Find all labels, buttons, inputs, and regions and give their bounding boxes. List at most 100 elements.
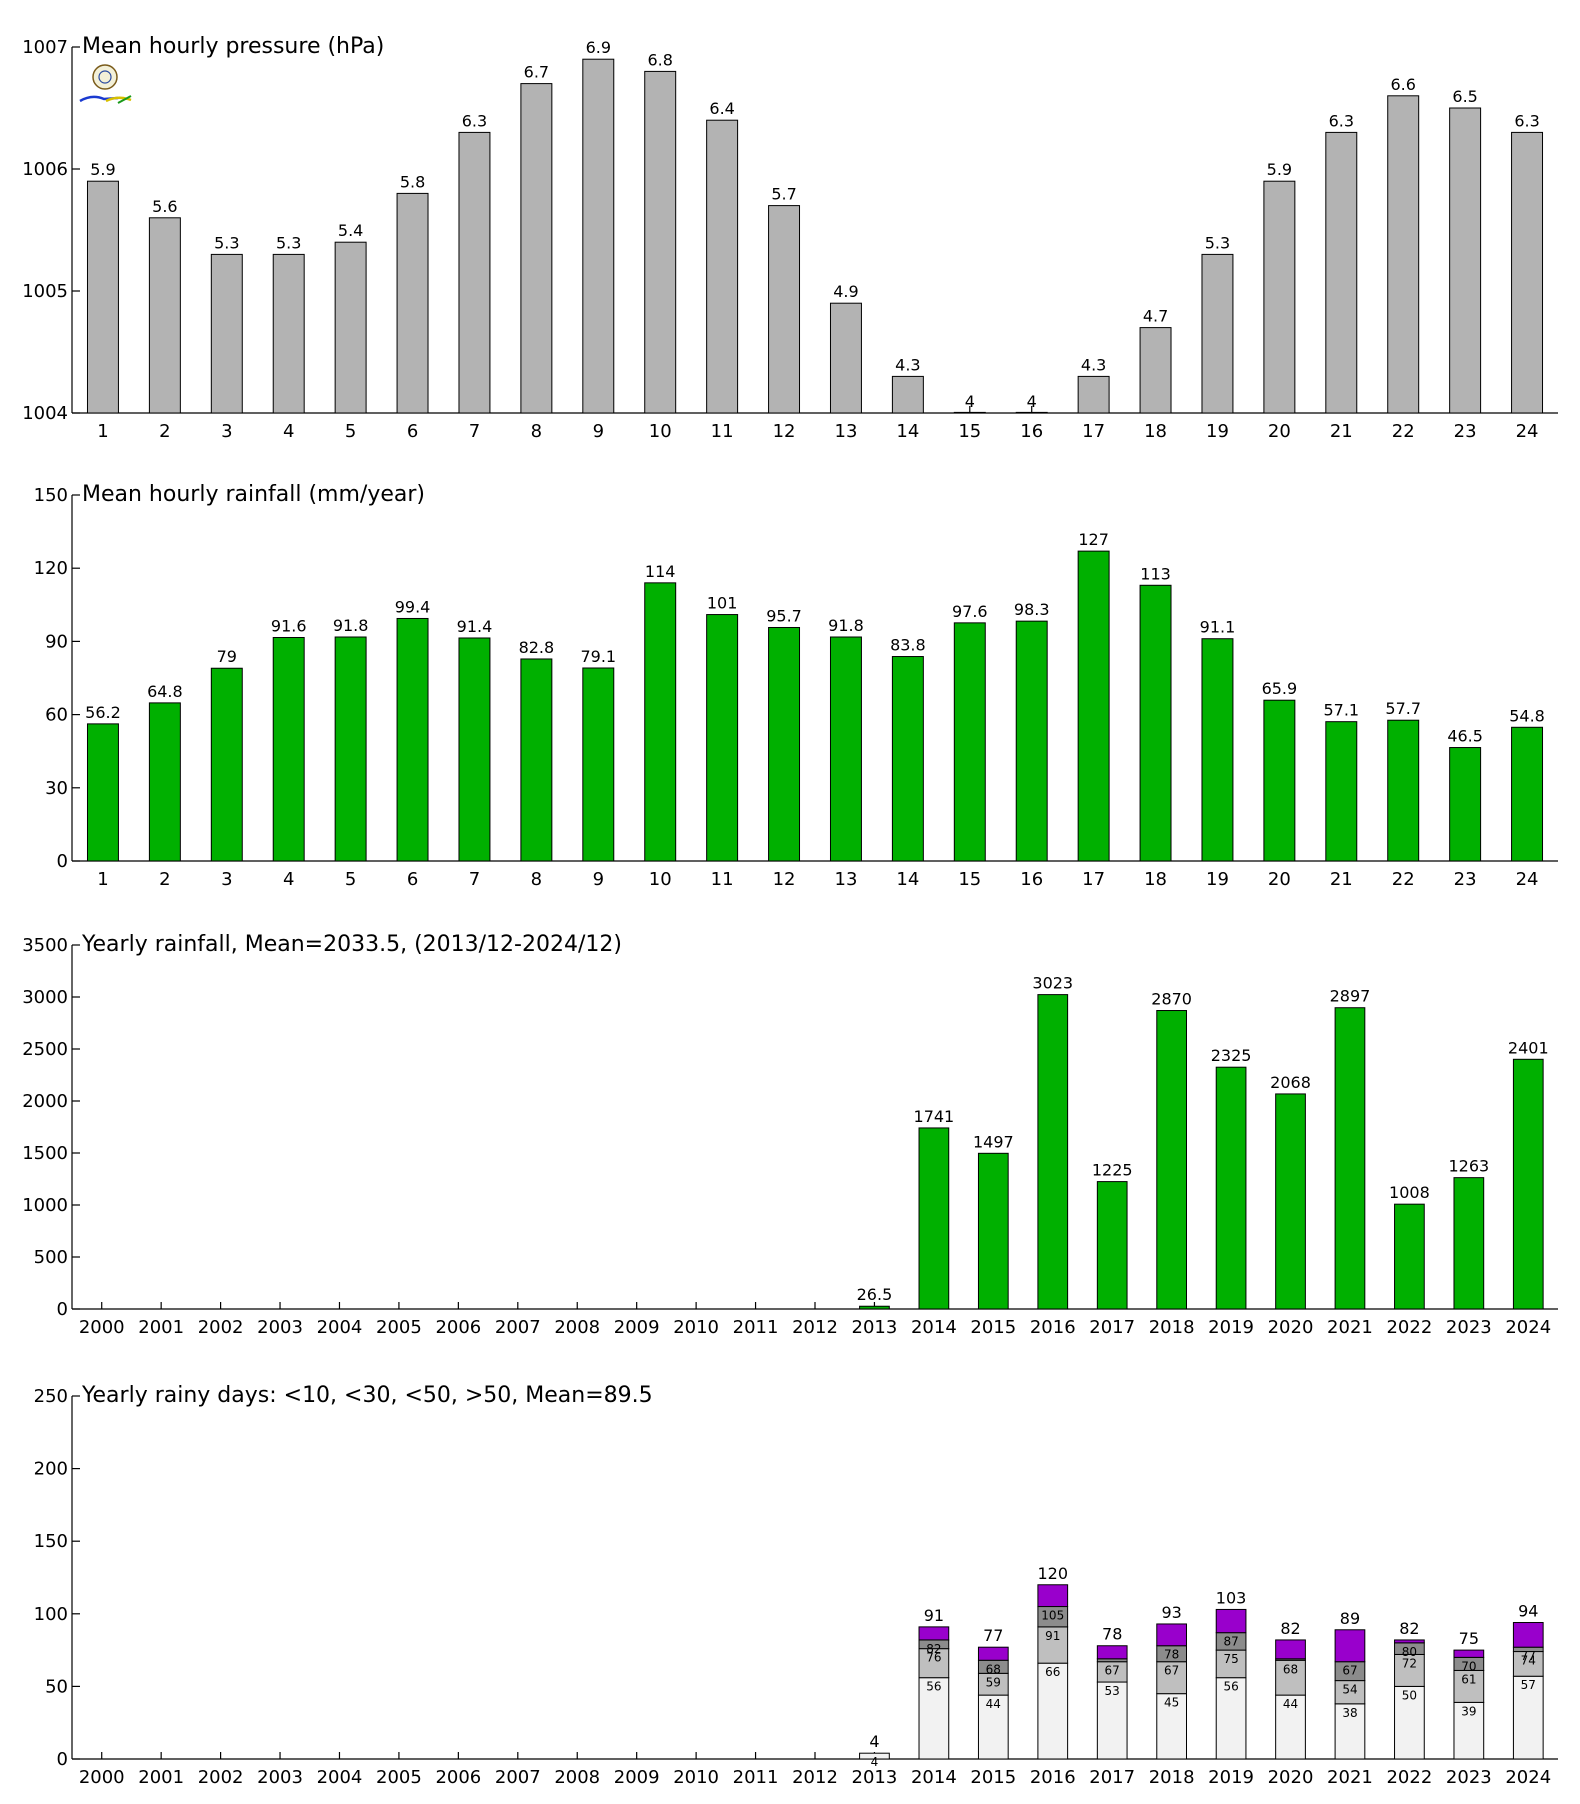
bar	[644, 70, 677, 414]
y-tick-label: 120	[34, 558, 68, 579]
bar-value-label: 1263	[1448, 1157, 1489, 1176]
segment-value-label: 39	[1461, 1704, 1476, 1718]
bar-value-label: 82.8	[519, 638, 555, 657]
y-tick-label: 150	[34, 1531, 68, 1552]
x-tick-label: 18	[1144, 869, 1167, 890]
bar	[86, 723, 119, 862]
x-tick-label: 2004	[317, 1767, 363, 1788]
bar-value-label: 2325	[1211, 1046, 1252, 1065]
segment-value-label: 59	[986, 1675, 1001, 1689]
x-tick-label: 9	[593, 869, 604, 890]
segment-value-label: 68	[986, 1662, 1001, 1676]
bar-segment	[1037, 1584, 1069, 1608]
x-tick-label: 2021	[1327, 1767, 1373, 1788]
bar	[1201, 638, 1234, 862]
x-tick-label: 2016	[1030, 1767, 1076, 1788]
x-tick-label: 12	[773, 421, 796, 442]
x-tick-label: 20	[1268, 869, 1291, 890]
bar	[1139, 584, 1172, 862]
x-tick-label: 2	[159, 421, 170, 442]
bar-value-label: 79	[217, 647, 237, 666]
bar	[272, 253, 305, 414]
bar	[1387, 719, 1420, 862]
x-tick-label: 2023	[1446, 1767, 1492, 1788]
x-tick-label: 2023	[1446, 1317, 1492, 1338]
bar-value-label: 101	[707, 594, 738, 613]
bar	[458, 131, 491, 414]
bar	[706, 119, 739, 414]
x-tick-label: 2017	[1089, 1317, 1135, 1338]
bar	[272, 636, 305, 862]
x-tick-label: 2002	[198, 1767, 244, 1788]
segment-value-label: 75	[1223, 1652, 1238, 1666]
bar	[148, 702, 181, 862]
x-tick-label: 19	[1206, 421, 1229, 442]
bar-segment	[1037, 1662, 1069, 1760]
bar-value-label: 6.5	[1452, 87, 1477, 106]
bar	[1077, 550, 1110, 862]
bar	[891, 656, 924, 862]
y-tick-label: 1007	[22, 37, 68, 58]
bar-value-label: 2068	[1270, 1073, 1311, 1092]
x-tick-label: 2018	[1149, 1767, 1195, 1788]
x-tick-label: 2019	[1208, 1317, 1254, 1338]
bar-segment	[1512, 1622, 1544, 1648]
bar	[768, 205, 801, 414]
y-tick-label: 250	[34, 1386, 68, 1407]
bar-value-label: 4.9	[833, 282, 858, 301]
bar	[1096, 1181, 1128, 1310]
bar	[1325, 131, 1358, 414]
bar	[582, 58, 615, 414]
x-tick-label: 2005	[376, 1767, 422, 1788]
segment-value-label: 56	[926, 1680, 941, 1694]
bar	[458, 637, 491, 862]
bar-value-label: 5.8	[400, 172, 425, 191]
x-tick-label: 2009	[614, 1767, 660, 1788]
bar	[1263, 699, 1296, 862]
bar	[1449, 747, 1482, 862]
bar-value-label: 4	[1027, 392, 1037, 411]
x-tick-label: 6	[407, 421, 418, 442]
segment-value-label: 44	[1283, 1697, 1298, 1711]
bar-value-label: 6.6	[1390, 75, 1415, 94]
bar	[1215, 1066, 1247, 1310]
x-tick-label: 2005	[376, 1317, 422, 1338]
segment-value-label: 70	[1461, 1659, 1476, 1673]
bar-total-label: 120	[1037, 1564, 1068, 1583]
bar-value-label: 6.3	[462, 111, 487, 130]
bar-total-label: 78	[1102, 1625, 1122, 1644]
y-tick-label: 60	[45, 705, 68, 726]
bar	[1449, 107, 1482, 414]
bar-value-label: 113	[1140, 564, 1171, 583]
bar-value-label: 26.5	[857, 1285, 893, 1304]
x-tick-label: 2024	[1505, 1767, 1551, 1788]
x-tick-label: 14	[896, 421, 919, 442]
bar	[1511, 131, 1544, 414]
bar-value-label: 5.3	[1205, 233, 1230, 252]
segment-value-label: 67	[1105, 1664, 1120, 1678]
y-tick-label: 2000	[22, 1091, 68, 1112]
segment-value-label: 72	[1402, 1656, 1417, 1670]
bar	[1015, 411, 1048, 414]
x-tick-label: 2000	[79, 1317, 125, 1338]
bar-segment	[1453, 1701, 1485, 1760]
bar-value-label: 2870	[1151, 990, 1192, 1009]
segment-value-label: 45	[1164, 1696, 1179, 1710]
x-tick-label: 16	[1020, 421, 1043, 442]
x-tick-label: 2024	[1505, 1317, 1551, 1338]
x-tick-label: 6	[407, 869, 418, 890]
bar-value-label: 4.3	[895, 355, 920, 374]
x-tick-label: 2020	[1268, 1767, 1314, 1788]
bar	[644, 582, 677, 862]
bar-value-label: 91.6	[271, 616, 307, 635]
bar-value-label: 5.9	[1267, 160, 1292, 179]
x-tick-label: 9	[593, 421, 604, 442]
segment-value-label: 67	[1342, 1664, 1357, 1678]
bar-value-label: 91.8	[333, 616, 369, 635]
x-tick-label: 1	[97, 869, 108, 890]
segment-value-label: 38	[1342, 1706, 1357, 1720]
x-tick-label: 15	[958, 421, 981, 442]
bar-value-label: 5.9	[90, 160, 115, 179]
segment-value-label: 76	[926, 1651, 941, 1665]
